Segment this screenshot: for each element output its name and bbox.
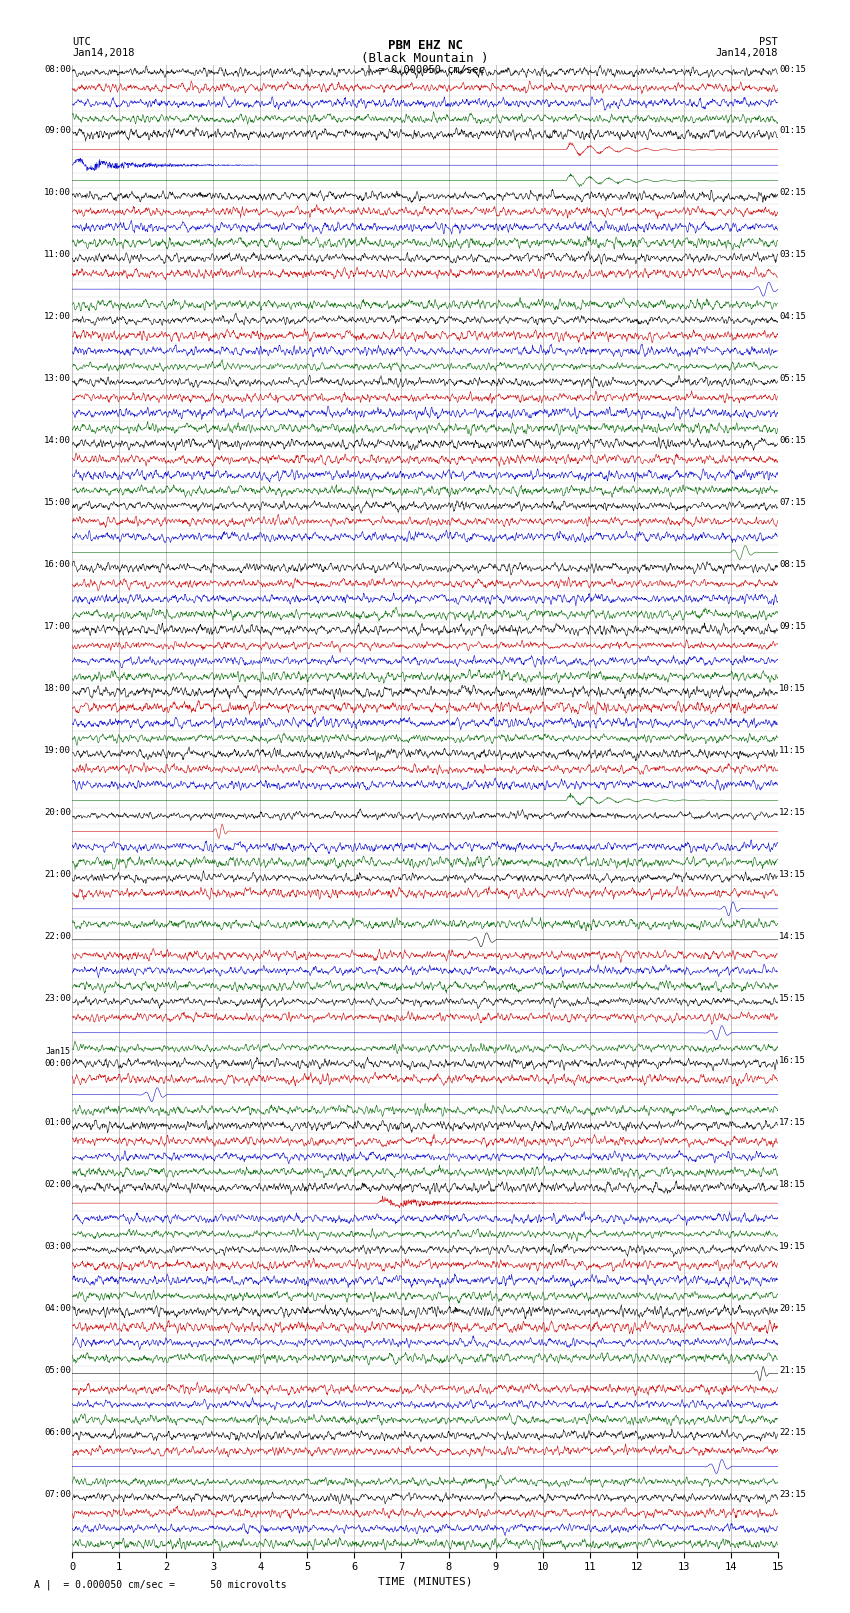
Text: 08:00: 08:00 <box>44 65 71 74</box>
Text: 19:15: 19:15 <box>779 1242 806 1250</box>
Text: 01:00: 01:00 <box>44 1118 71 1127</box>
Text: | = 0.000050 cm/sec: | = 0.000050 cm/sec <box>366 65 484 76</box>
Text: 10:15: 10:15 <box>779 684 806 694</box>
Text: 18:00: 18:00 <box>44 684 71 694</box>
Text: 05:15: 05:15 <box>779 374 806 384</box>
Text: 17:00: 17:00 <box>44 623 71 631</box>
Text: 04:00: 04:00 <box>44 1303 71 1313</box>
Text: 22:15: 22:15 <box>779 1428 806 1437</box>
Text: 06:15: 06:15 <box>779 436 806 445</box>
Text: 11:00: 11:00 <box>44 250 71 260</box>
Text: 15:15: 15:15 <box>779 994 806 1003</box>
Text: 09:15: 09:15 <box>779 623 806 631</box>
Text: 13:00: 13:00 <box>44 374 71 384</box>
Text: 06:00: 06:00 <box>44 1428 71 1437</box>
Text: 14:15: 14:15 <box>779 932 806 940</box>
Text: 18:15: 18:15 <box>779 1181 806 1189</box>
Text: UTC: UTC <box>72 37 91 47</box>
Text: 05:00: 05:00 <box>44 1366 71 1374</box>
Text: 02:15: 02:15 <box>779 189 806 197</box>
Text: 21:15: 21:15 <box>779 1366 806 1374</box>
Text: 13:15: 13:15 <box>779 869 806 879</box>
Text: 20:15: 20:15 <box>779 1303 806 1313</box>
Text: 00:00: 00:00 <box>44 1060 71 1068</box>
Text: PBM EHZ NC: PBM EHZ NC <box>388 39 462 52</box>
Text: 12:00: 12:00 <box>44 313 71 321</box>
Text: 22:00: 22:00 <box>44 932 71 940</box>
Text: 09:00: 09:00 <box>44 126 71 135</box>
Text: PST: PST <box>759 37 778 47</box>
Text: 20:00: 20:00 <box>44 808 71 818</box>
Text: 07:15: 07:15 <box>779 498 806 506</box>
Text: 15:00: 15:00 <box>44 498 71 506</box>
Text: 23:00: 23:00 <box>44 994 71 1003</box>
Text: Jan14,2018: Jan14,2018 <box>72 48 135 58</box>
Text: 00:15: 00:15 <box>779 65 806 74</box>
Text: 02:00: 02:00 <box>44 1181 71 1189</box>
Text: 23:15: 23:15 <box>779 1490 806 1498</box>
Text: A |  = 0.000050 cm/sec =      50 microvolts: A | = 0.000050 cm/sec = 50 microvolts <box>34 1579 286 1590</box>
Text: 01:15: 01:15 <box>779 126 806 135</box>
Text: 12:15: 12:15 <box>779 808 806 818</box>
Text: 11:15: 11:15 <box>779 747 806 755</box>
Text: 19:00: 19:00 <box>44 747 71 755</box>
Text: 03:15: 03:15 <box>779 250 806 260</box>
Text: 04:15: 04:15 <box>779 313 806 321</box>
Text: 16:00: 16:00 <box>44 560 71 569</box>
Text: 17:15: 17:15 <box>779 1118 806 1127</box>
Text: 14:00: 14:00 <box>44 436 71 445</box>
Text: Jan14,2018: Jan14,2018 <box>715 48 778 58</box>
X-axis label: TIME (MINUTES): TIME (MINUTES) <box>377 1576 473 1586</box>
Text: 16:15: 16:15 <box>779 1057 806 1065</box>
Text: Jan15: Jan15 <box>46 1047 71 1057</box>
Text: 03:00: 03:00 <box>44 1242 71 1250</box>
Text: 07:00: 07:00 <box>44 1490 71 1498</box>
Text: 21:00: 21:00 <box>44 869 71 879</box>
Text: 10:00: 10:00 <box>44 189 71 197</box>
Text: (Black Mountain ): (Black Mountain ) <box>361 52 489 65</box>
Text: 08:15: 08:15 <box>779 560 806 569</box>
